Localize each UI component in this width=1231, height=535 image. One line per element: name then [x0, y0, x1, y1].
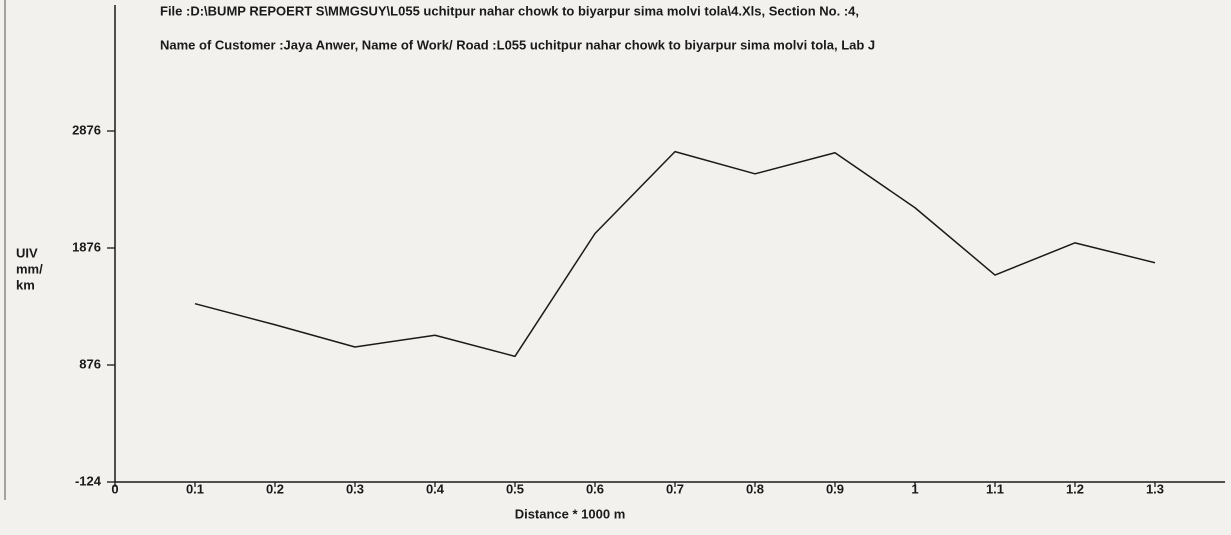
x-tick-label: 0.9: [826, 481, 844, 496]
x-tick-label: 0.5: [506, 481, 524, 496]
x-tick-label: 1.2: [1066, 481, 1084, 496]
x-tick-label: 0.6: [586, 481, 604, 496]
y-tick-label: -124: [75, 473, 102, 488]
data-line: [194, 150, 1156, 358]
x-tick-label: 0.4: [426, 481, 445, 496]
y-tick-label: 876: [79, 356, 101, 371]
x-tick-label: 0.2: [266, 481, 284, 496]
x-tick-label: 0: [111, 481, 118, 496]
x-tick-label: 0.1: [186, 481, 204, 496]
x-axis-label: Distance * 1000 m: [515, 506, 626, 521]
x-tick-label: 1: [911, 481, 918, 496]
y-tick-label: 1876: [72, 239, 101, 254]
x-tick-label: 1.1: [986, 481, 1004, 496]
x-tick-label: 0.8: [746, 481, 764, 496]
y-axis-label-1: UIV: [16, 245, 38, 260]
title-line-2: Name of Customer :Jaya Anwer, Name of Wo…: [160, 37, 875, 52]
x-tick-label: 0.3: [346, 481, 364, 496]
y-tick-label: 2876: [72, 122, 101, 137]
y-axis-label-3: km: [16, 277, 35, 292]
x-tick-label: 0.7: [666, 481, 684, 496]
y-axis-label-2: mm/: [16, 261, 43, 276]
x-tick-label: 1.3: [1146, 481, 1164, 496]
title-line-1: File :D:\BUMP REPOERT S\MMGSUY\L055 uchi…: [160, 3, 859, 18]
